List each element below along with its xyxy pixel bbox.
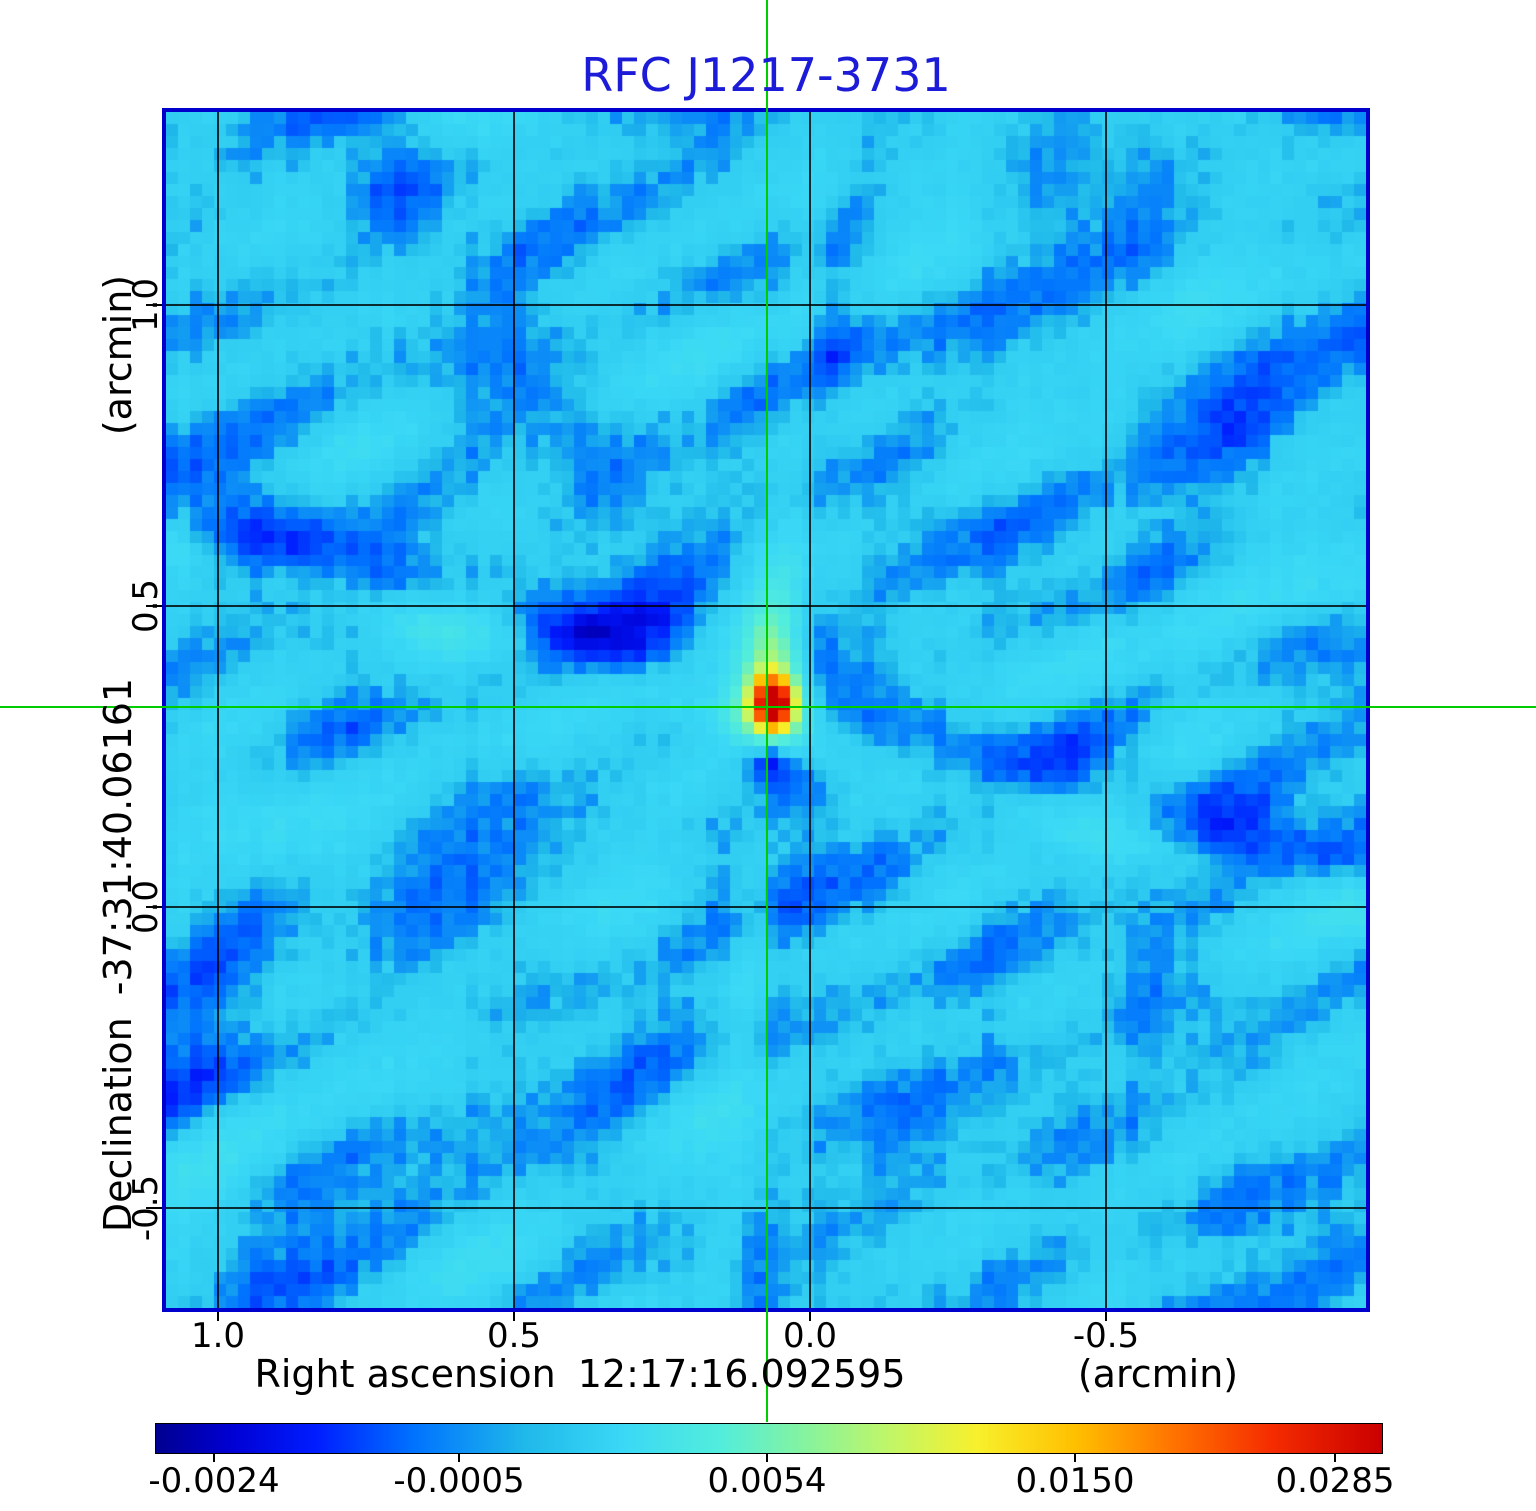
y-tickmark (146, 1207, 162, 1209)
colorbar-tickmark (1334, 1454, 1336, 1462)
colorbar-tick-label: 0.0285 (1275, 1461, 1395, 1501)
x-axis-unit: (arcmin) (1077, 1352, 1239, 1396)
colorbar-tick-label: -0.0024 (148, 1461, 280, 1501)
x-axis-title: Right ascension 12:17:16.092595 (254, 1352, 905, 1396)
colorbar-tickmark (458, 1454, 460, 1462)
colorbar-tick-label: 0.0150 (1015, 1461, 1135, 1501)
x-tick-label: 0.5 (486, 1316, 542, 1356)
y-tickmark (146, 304, 162, 306)
colorbar-tick-label: -0.0005 (393, 1461, 525, 1501)
x-axis-value: 12:17:16.092595 (577, 1352, 906, 1396)
x-tick-label: -0.5 (1072, 1316, 1140, 1356)
colorbar (155, 1423, 1383, 1454)
x-gridline (809, 112, 811, 1308)
x-tickmark (809, 1312, 811, 1321)
colorbar-tickmark (213, 1454, 215, 1462)
y-axis-title: Declination -37:31:40.06161 (96, 678, 140, 1232)
y-tick-label: 0.5 (126, 578, 166, 634)
y-axis-value: -37:31:40.06161 (96, 677, 140, 996)
x-gridline (1105, 112, 1107, 1308)
colorbar-tick-label: 0.0054 (707, 1461, 827, 1501)
y-tickmark (146, 906, 162, 908)
x-tickmark (1105, 1312, 1107, 1321)
x-gridline (217, 112, 219, 1308)
crosshair-horizontal-line (0, 706, 1536, 708)
x-gridline (513, 112, 515, 1308)
x-tick-label: 1.0 (190, 1316, 246, 1356)
x-tickmark (217, 1312, 219, 1321)
x-tick-label: 0.0 (782, 1316, 838, 1356)
colorbar-tickmark (1074, 1454, 1076, 1462)
y-tickmark (146, 605, 162, 607)
crosshair-vertical-line (766, 0, 768, 1422)
colorbar-tickmark (766, 1454, 768, 1462)
x-axis-name: Right ascension (254, 1352, 556, 1396)
y-axis-unit: (arcmin) (96, 274, 140, 436)
x-tickmark (513, 1312, 515, 1321)
y-axis-name: Declination (96, 1017, 140, 1233)
page-title: RFC J1217-3731 (581, 48, 951, 102)
